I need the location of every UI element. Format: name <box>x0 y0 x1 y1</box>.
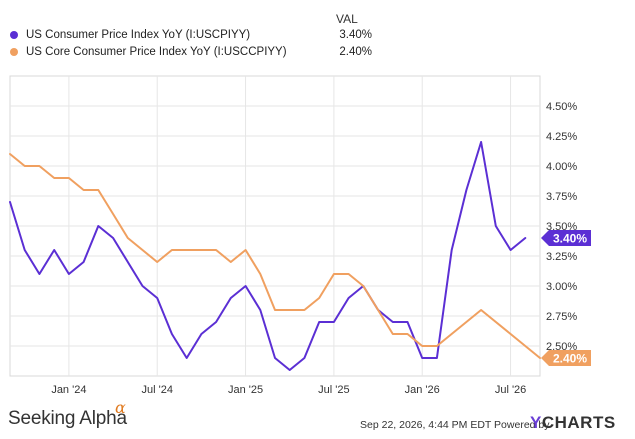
last-value-flag-core-cpi: 2.40% <box>541 350 591 366</box>
seeking-alpha-logo: Seeking Alpha <box>8 408 127 429</box>
chart-legend: VAL US Consumer Price Index YoY (I:USCPI… <box>0 0 635 70</box>
y-tick-label: 4.00% <box>546 161 577 173</box>
last-value-flag-cpi: 3.40% <box>541 230 591 246</box>
chart-timestamp: Sep 22, 2026, 4:44 PM EDT Powered by <box>360 419 550 431</box>
x-tick-label: Jan '25 <box>228 384 263 396</box>
legend-item-cpi[interactable]: US Consumer Price Index YoY (I:USCPIYY) … <box>10 27 372 43</box>
x-tick-label: Jan '26 <box>405 384 440 396</box>
series-line-cpi <box>9 141 527 371</box>
x-tick-label: Jul '25 <box>318 384 349 396</box>
alpha-mark-icon: α <box>115 398 126 417</box>
y-tick-label: 4.25% <box>546 131 577 143</box>
series-dot-icon <box>10 31 18 39</box>
y-tick-label: 2.75% <box>546 311 577 323</box>
legend-item-label: US Consumer Price Index YoY (I:USCPIYY) <box>26 29 251 41</box>
y-tick-label: 3.25% <box>546 251 577 263</box>
legend-item-core-cpi[interactable]: US Core Consumer Price Index YoY (I:USCC… <box>10 44 372 60</box>
y-tick-label: 4.50% <box>546 101 577 113</box>
legend-value-header: VAL <box>336 12 358 26</box>
ycharts-logo: YCHARTS <box>530 413 616 432</box>
legend-item-label: US Core Consumer Price Index YoY (I:USCC… <box>26 46 287 58</box>
x-tick-label: Jul '24 <box>141 384 172 396</box>
svg-text:3.40%: 3.40% <box>553 232 587 246</box>
svg-text:2.40%: 2.40% <box>553 352 587 366</box>
y-tick-label: 3.75% <box>546 191 577 203</box>
legend-item-value: 3.40% <box>339 29 372 41</box>
series-line-core-cpi <box>9 153 541 359</box>
series-dot-icon <box>10 48 18 56</box>
legend-item-value: 2.40% <box>339 46 372 58</box>
x-tick-label: Jan '24 <box>51 384 86 396</box>
y-tick-label: 3.00% <box>546 281 577 293</box>
x-tick-label: Jul '26 <box>495 384 526 396</box>
